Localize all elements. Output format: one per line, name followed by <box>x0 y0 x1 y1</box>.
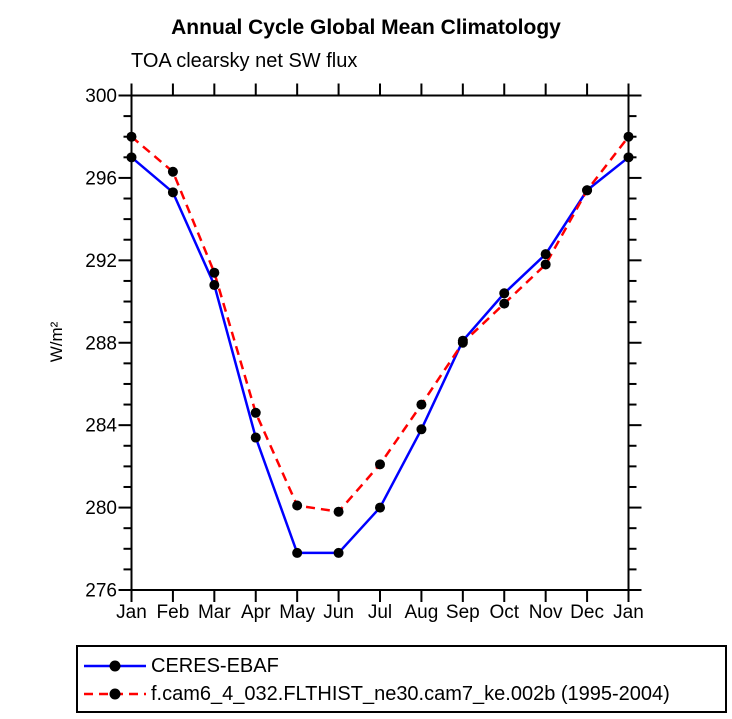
data-point-marker <box>375 459 385 470</box>
x-tick-label: Apr <box>241 602 271 623</box>
data-point-marker <box>292 500 303 511</box>
legend-item-ceres: CERES-EBAF <box>82 652 725 680</box>
series-line-1 <box>130 135 630 514</box>
x-tick-label: May <box>279 602 315 623</box>
legend: CERES-EBAF f.cam6_4_032.FLTHIST_ne30.cam… <box>76 645 727 713</box>
x-tick-label: Jul <box>368 602 392 623</box>
x-tick-label: Oct <box>489 602 519 623</box>
x-tick-label: Sep <box>446 602 480 623</box>
y-tick-label: 300 <box>85 86 117 107</box>
series-line-0 <box>130 156 630 555</box>
legend-sample-marker <box>109 660 121 672</box>
y-tick-label: 276 <box>85 581 117 602</box>
data-point-marker <box>375 502 385 513</box>
data-point-marker <box>292 547 303 558</box>
data-point-marker <box>209 280 220 291</box>
data-point-marker <box>582 185 593 196</box>
chart-subtitle: TOA clearsky net SW flux <box>131 50 358 72</box>
data-point-marker <box>499 298 510 309</box>
data-point-marker <box>540 249 551 260</box>
x-tick-label: Feb <box>157 602 190 623</box>
x-tick-label: Mar <box>198 602 231 623</box>
plot-frame <box>130 94 630 591</box>
data-point-marker <box>457 337 468 348</box>
data-point-marker <box>126 131 137 142</box>
data-point-marker <box>623 152 634 163</box>
data-point-marker <box>167 187 178 198</box>
data-point-marker <box>167 166 178 177</box>
legend-sample-marker <box>109 688 121 700</box>
x-tick-label: Jan <box>116 602 147 623</box>
y-tick-label: 292 <box>85 251 117 272</box>
y-tick-label: 280 <box>85 498 117 519</box>
chart-title: Annual Cycle Global Mean Climatology <box>171 16 561 39</box>
data-point-marker <box>623 131 634 142</box>
legend-label: CERES-EBAF <box>151 654 279 677</box>
data-point-marker <box>499 288 510 299</box>
x-tick-label: Nov <box>529 602 563 623</box>
data-point-marker <box>333 547 344 558</box>
legend-item-model: f.cam6_4_032.FLTHIST_ne30.cam7_ke.002b (… <box>82 680 725 708</box>
data-point-marker <box>416 399 427 410</box>
data-point-marker <box>209 267 220 278</box>
x-tick-label: Jun <box>323 602 354 623</box>
y-tick-label: 288 <box>85 333 117 354</box>
y-tick-label: 296 <box>85 168 117 189</box>
x-tick-label: Dec <box>570 602 604 623</box>
legend-line-sample-dashed <box>84 688 146 700</box>
data-point-marker <box>540 259 551 270</box>
legend-line-sample-solid <box>84 660 146 672</box>
data-point-marker <box>333 506 344 517</box>
x-tick-label: Jan <box>613 602 644 623</box>
data-point-marker <box>250 407 261 418</box>
data-point-marker <box>126 152 137 163</box>
data-point-marker <box>416 424 427 435</box>
data-point-marker <box>250 432 261 443</box>
y-tick-label: 284 <box>85 416 117 437</box>
x-tick-label: Aug <box>405 602 439 623</box>
legend-label: f.cam6_4_032.FLTHIST_ne30.cam7_ke.002b (… <box>151 682 670 705</box>
